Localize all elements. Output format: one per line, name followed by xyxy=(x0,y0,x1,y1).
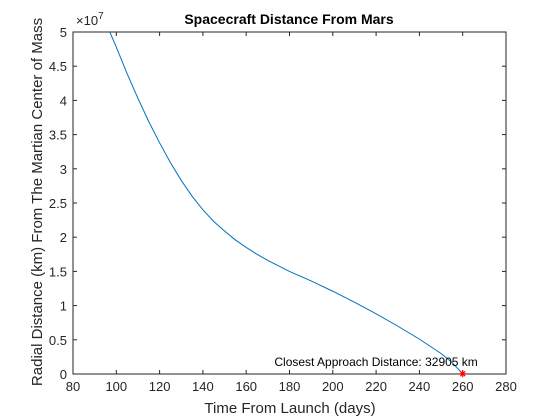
plot-area xyxy=(72,31,507,375)
x-tick-label: 260 xyxy=(452,379,474,394)
y-tick-label: 2 xyxy=(60,230,67,245)
y-tick-label: 1 xyxy=(60,299,67,314)
y-tick-label: 0.5 xyxy=(49,333,67,348)
x-tick-label: 240 xyxy=(409,379,431,394)
x-tick-label: 220 xyxy=(365,379,387,394)
y-axis-exponent: ×107 xyxy=(76,11,104,28)
y-exponent-base: ×10 xyxy=(76,13,98,28)
closest-approach-annotation: Closest Approach Distance: 32905 km xyxy=(274,355,477,369)
y-tick-label: 3.5 xyxy=(49,128,67,143)
x-tick-label: 80 xyxy=(66,379,80,394)
y-axis-ticks: 0 0.5 1 1.5 2 2.5 3 3.5 4 4.5 5 xyxy=(49,25,506,382)
x-tick-label: 120 xyxy=(149,379,171,394)
marker-layer xyxy=(459,370,467,378)
y-tick-label: 5 xyxy=(60,25,67,40)
x-tick-label: 280 xyxy=(495,379,517,394)
chart-title: Spacecraft Distance From Mars xyxy=(184,11,394,27)
y-tick-label: 4 xyxy=(60,93,67,108)
x-tick-label: 180 xyxy=(279,379,301,394)
y-tick-label: 2.5 xyxy=(49,196,67,211)
x-tick-label: 100 xyxy=(105,379,127,394)
x-axis-label: Time From Launch (days) xyxy=(204,400,375,417)
x-tick-label: 160 xyxy=(235,379,257,394)
y-tick-label: 3 xyxy=(60,162,67,177)
x-axis-ticks: 80 100 120 140 160 180 200 220 240 260 280 xyxy=(66,32,517,394)
y-tick-label: 0 xyxy=(60,367,67,382)
distance-series-line xyxy=(109,31,464,375)
y-tick-label: 4.5 xyxy=(49,59,67,74)
y-axis-label: Radial Distance (km) From The Martian Ce… xyxy=(29,18,46,386)
y-tick-label: 1.5 xyxy=(49,264,67,279)
y-exponent-power: 7 xyxy=(98,11,104,22)
closest-approach-marker xyxy=(459,370,467,378)
series-layer xyxy=(109,31,464,375)
x-tick-label: 140 xyxy=(192,379,214,394)
x-tick-label: 200 xyxy=(322,379,344,394)
